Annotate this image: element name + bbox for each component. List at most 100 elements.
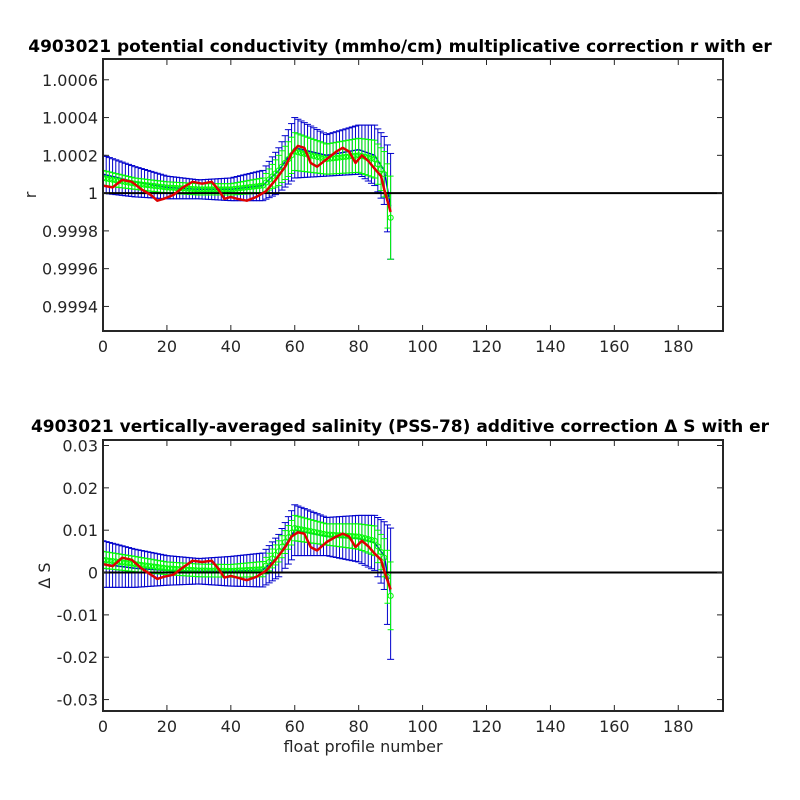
profile-point [361, 535, 369, 542]
plot-area [103, 504, 723, 660]
x-tick-label: 140 [535, 337, 566, 356]
x-tick-label: 160 [599, 717, 630, 736]
axes-box [102, 439, 724, 712]
y-tick-label: 1.0002 [42, 146, 98, 165]
profile-point [352, 533, 359, 540]
profile-point [368, 536, 375, 544]
profile-point [230, 185, 238, 193]
profile-point [320, 530, 327, 537]
profile-point [304, 527, 311, 534]
profile-point [106, 557, 113, 564]
profile-point [374, 543, 381, 550]
profile-point [189, 185, 196, 193]
profile-point [151, 563, 158, 570]
profile-point [256, 182, 263, 190]
profile-point [330, 155, 337, 162]
x-tick-label: 160 [599, 337, 630, 356]
x-tick-label: 40 [221, 337, 241, 356]
salinity-correction-panel: 4903021 vertically-averaged salinity (PS… [31, 417, 770, 756]
profile-point [381, 171, 388, 178]
smoothed-line [103, 144, 392, 213]
profile-point [269, 555, 276, 562]
profile-point [125, 560, 132, 567]
profile-point [262, 562, 270, 569]
x-tick-label: 100 [407, 717, 438, 736]
profile-point [266, 558, 273, 566]
profile-point [144, 562, 151, 569]
profile-point [314, 153, 321, 160]
profile-point [326, 531, 334, 538]
profile-point [333, 154, 340, 162]
x-tick-label: 120 [471, 337, 502, 356]
y-tick-label: 0.03 [62, 437, 98, 456]
profile-point [352, 152, 359, 159]
x-tick-label: 180 [663, 717, 694, 736]
profile-point [387, 592, 394, 599]
profile-point [310, 152, 318, 160]
profile-point [224, 186, 231, 193]
profile-point [167, 184, 174, 191]
profile-point [186, 185, 193, 192]
profile-point [250, 183, 257, 190]
profile-point [170, 565, 177, 572]
profile-point [365, 535, 372, 543]
profile-point [387, 214, 394, 221]
y-axis-label: Δ S [35, 562, 54, 588]
profile-point [253, 183, 260, 190]
x-tick-label: 20 [157, 717, 177, 736]
profile-point [336, 154, 343, 161]
profile-point [160, 183, 167, 191]
profile-point [147, 182, 155, 189]
profile-point [147, 563, 155, 570]
profile-point [227, 186, 234, 193]
y-tick-label: 0.9998 [42, 222, 98, 241]
profile-point [342, 153, 349, 160]
y-tick-label: 1.0004 [42, 109, 98, 128]
x-tick-label: 120 [471, 717, 502, 736]
profile-point [214, 186, 222, 193]
profile-point [368, 155, 375, 162]
profile-point [381, 554, 388, 561]
x-tick-label: 80 [348, 717, 368, 736]
y-axis-label: r [21, 191, 40, 198]
profile-point [109, 558, 116, 565]
profile-point [122, 559, 129, 566]
profile-point [157, 564, 164, 571]
profile-point [208, 186, 215, 193]
profile-point [240, 184, 247, 191]
profile-point [106, 176, 113, 183]
profile-point [109, 176, 116, 183]
x-tick-label: 180 [663, 337, 694, 356]
x-tick-label: 140 [535, 717, 566, 736]
profile-point [141, 181, 148, 188]
profile-point [141, 562, 148, 569]
conductivity-correction-panel: 4903021 potential conductivity (mmho/cm)… [21, 37, 772, 356]
x-axis-label: float profile number [283, 737, 443, 756]
profile-point [323, 531, 330, 538]
axes-box [102, 58, 724, 332]
profile-point [323, 156, 330, 163]
y-tick-label: 0.01 [62, 521, 98, 540]
profile-point [246, 183, 254, 191]
x-tick-label: 20 [157, 337, 177, 356]
profile-point [371, 537, 378, 544]
y-tick-label: -0.03 [57, 691, 98, 710]
profile-point [234, 185, 241, 192]
profile-point [307, 528, 314, 535]
y-tick-label: 0.02 [62, 479, 98, 498]
profile-point [205, 186, 212, 193]
profile-point [298, 149, 305, 157]
profile-point [314, 529, 321, 536]
profile-point [151, 182, 158, 190]
profile-point [167, 565, 174, 572]
profile-point [371, 156, 378, 163]
y-tick-label: 1.0006 [42, 71, 98, 90]
profile-point [192, 186, 199, 193]
profile-point [237, 185, 244, 192]
y-tick-label: -0.01 [57, 606, 98, 625]
profile-point [163, 184, 171, 191]
profile-point [112, 177, 119, 184]
profile-point [154, 563, 161, 571]
profile-point [291, 524, 298, 532]
